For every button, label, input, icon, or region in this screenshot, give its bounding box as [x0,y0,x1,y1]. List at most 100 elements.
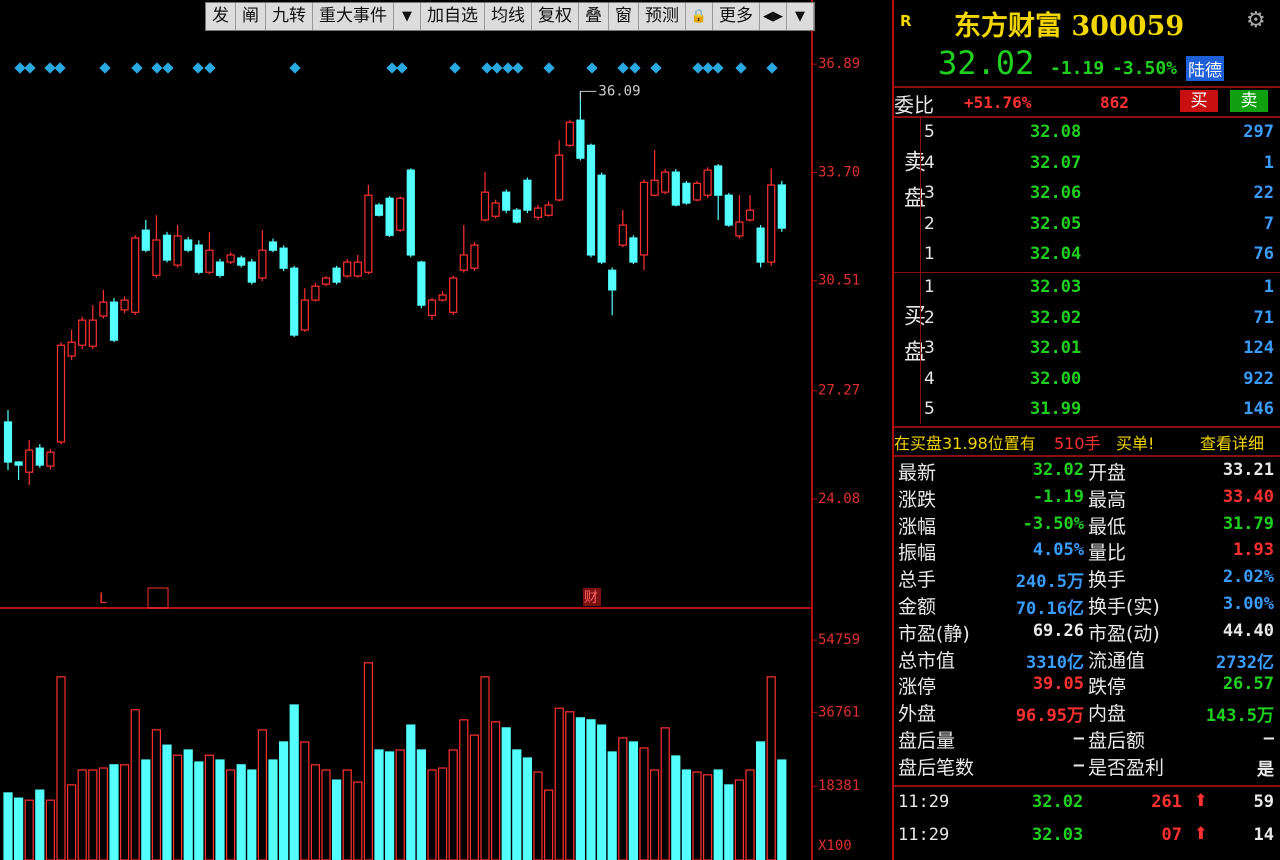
price-row: 32.02 -1.19 -3.50% 陆德 [894,44,1280,84]
toolbar-button[interactable]: 阐 [236,3,266,30]
candle-body [502,191,511,211]
stat-value: 70.16亿 [1015,599,1084,619]
nav-icon[interactable]: ◀▶ [760,3,787,30]
sell-level: 1 32.04 76 [894,242,1280,270]
toolbar-button[interactable]: 加自选 [421,3,485,30]
stat-row: 涨停 39.05 跌停 26.57 [894,672,1280,698]
candle-body [247,261,256,283]
volume-bar [342,769,352,860]
event-label: L [99,591,107,607]
toolbar-button[interactable]: 九转 [266,3,313,30]
volume-bar [777,759,787,860]
volume-bar [332,779,342,860]
trade-price: 32.03 [1032,825,1084,845]
stat-label: 外盘 [898,703,937,726]
candle-body [131,237,140,313]
candle-body [586,144,596,256]
dropdown-icon[interactable]: ▼ [787,3,814,30]
candle-body [226,254,235,263]
volume-bar [745,769,755,860]
volume-bar [554,707,564,860]
candle-body [290,267,299,336]
stat-row: 金额 70.16亿 换手(实) 3.00% [894,592,1280,619]
volume-bar [639,747,649,860]
trade-count: 14 [1253,825,1274,845]
toolbar-button[interactable]: 更多 [713,3,760,30]
change-pct: -3.50% [1112,58,1178,79]
buy-button[interactable]: 买 [1180,90,1218,112]
volume-tick-label: 54759 [818,632,860,648]
volume-bar [215,759,225,860]
volume-tick-label: 36761 [818,704,860,720]
level-qty: 1 [1263,152,1274,173]
sell-level: 4 32.07 1 [894,151,1280,179]
volume-bar [596,724,607,860]
high-label: 36.09 [598,83,640,99]
level-price: 31.99 [1030,399,1082,420]
settings-icon[interactable]: ⚙ [1246,8,1266,33]
stat-label: 涨跌 [898,488,937,511]
candle-body [279,247,288,269]
candle-body [555,154,564,201]
stat-value: 33.21 [1222,460,1274,480]
candle-body [438,294,447,301]
toolbar-button[interactable]: 叠 [579,3,609,30]
toolbar-button[interactable]: 复权 [532,3,579,30]
volume-bar [226,769,236,860]
volume-bar [681,769,692,860]
y-tick-label: 24.08 [818,491,860,507]
candle-body [141,229,150,251]
toolbar-button[interactable]: 窗 [609,3,639,30]
stat-value: 26.57 [1222,674,1274,695]
volume-bar [416,749,426,860]
level: 1 [924,244,935,265]
level: 4 [924,152,935,173]
candle-body [470,244,479,269]
sell-level: 2 32.05 7 [894,212,1280,240]
volume-bar [692,771,702,860]
level: 1 [924,277,935,297]
volume-bar [300,741,310,860]
stat-value: 39.05 [1032,674,1084,695]
change: -1.19 [1050,58,1105,79]
stock-name: 东方财富 300059 [954,11,1185,42]
candle-body [120,299,129,311]
dropdown-icon[interactable]: ▼ [394,3,421,30]
alert-link[interactable]: 查看详细 [1200,434,1265,453]
candle-body [449,277,458,313]
toolbar-button[interactable]: 预测 [639,3,686,30]
stat-row: 涨跌 -1.19 最高 33.40 [894,485,1280,511]
volume-bar [162,744,172,860]
volume-unit: X100 [818,838,852,854]
badge[interactable]: 陆德 [1186,56,1224,81]
volume-bar [14,797,24,860]
candle-body [343,261,352,277]
stat-label: 涨停 [898,676,937,699]
candle-body [597,174,606,263]
toolbar-button[interactable]: 发 [206,3,236,30]
candle-body [14,461,23,466]
candle-body [745,209,755,221]
buy-level: 3 32.01 124 [894,336,1280,364]
stat-label: 是否盈利 [1088,756,1165,779]
candle-body [184,239,193,251]
sell-button[interactable]: 卖 [1230,90,1268,112]
lock-icon[interactable]: 🔒 [686,3,713,30]
toolbar-button[interactable]: 重大事件 [313,3,394,30]
candle-body [162,234,172,261]
candle-body [682,182,691,204]
volume-bar [755,741,766,860]
volume-bar [77,769,87,860]
candle-body [629,237,638,263]
stat-label: 市盈(动) [1088,622,1160,645]
alert-suffix: 买单! [1116,434,1155,453]
stat-label: 流通值 [1088,649,1146,672]
toolbar-button[interactable]: 均线 [485,3,532,30]
commit-label: 委比 [894,93,934,117]
volume-bar [628,741,639,860]
event-marker [44,62,56,74]
volume-bar [130,709,140,860]
candle-body [237,257,246,266]
stat-label: 换手 [1088,569,1127,592]
stat-row: 盘后笔数 – 是否盈利 是 [894,753,1280,780]
